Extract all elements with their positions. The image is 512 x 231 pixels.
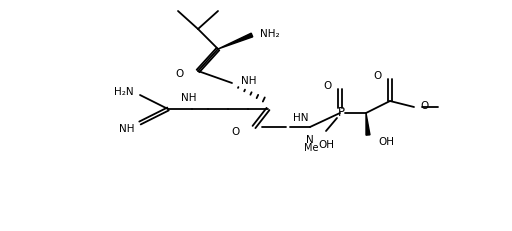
Text: NH₂: NH₂ — [260, 29, 280, 39]
Polygon shape — [366, 113, 370, 136]
Text: NH: NH — [241, 76, 257, 86]
Text: H₂N: H₂N — [114, 87, 134, 97]
Polygon shape — [218, 34, 253, 50]
Text: OH: OH — [378, 137, 394, 146]
Text: O: O — [176, 69, 184, 79]
Text: O: O — [232, 126, 240, 137]
Text: O: O — [324, 81, 332, 91]
Text: P: P — [337, 106, 345, 119]
Text: O: O — [374, 71, 382, 81]
Text: NH: NH — [181, 93, 197, 103]
Text: HN: HN — [293, 112, 309, 122]
Text: OH: OH — [318, 139, 334, 149]
Text: Me: Me — [304, 142, 318, 152]
Text: O: O — [420, 100, 428, 110]
Text: N: N — [306, 134, 314, 144]
Text: NH: NH — [118, 123, 134, 134]
